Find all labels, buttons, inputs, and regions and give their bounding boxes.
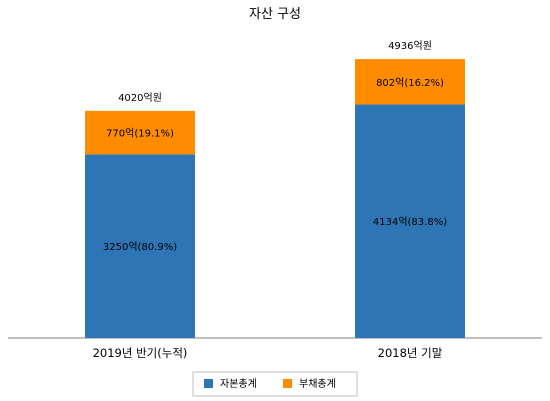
legend-label-liabilities: 부채총계 <box>299 378 336 390</box>
legend: 자본총계 부채총계 <box>192 371 358 397</box>
category-label-0: 2019년 반기(누적) <box>93 346 188 360</box>
legend-label-equity: 자본총계 <box>220 378 257 390</box>
bar-equity-1 <box>355 104 465 338</box>
bar-liabilities-0 <box>85 110 195 155</box>
bar-equity-0 <box>85 154 195 338</box>
total-label-1: 4936억원 <box>388 40 432 52</box>
legend-swatch-equity <box>204 379 213 388</box>
bar-liabilities-1 <box>355 59 465 105</box>
legend-swatch-liabilities <box>283 379 292 388</box>
bar-label-equity-0: 3250억(80.9%) <box>103 241 177 253</box>
category-label-1: 2018년 기말 <box>378 346 443 360</box>
bars-group: 3250억(80.9%) 770억(19.1%) 4020억원 2019년 반기(누적… <box>85 40 465 360</box>
legend-box <box>192 371 358 397</box>
total-label-0: 4020억원 <box>118 92 162 104</box>
bar-label-liabilities-0: 770억(19.1%) <box>106 128 174 140</box>
bar-label-equity-1: 4134억(83.8%) <box>373 216 447 228</box>
chart-title: 자산 구성 <box>249 7 301 22</box>
bar-label-liabilities-1: 802억(16.2%) <box>376 77 444 89</box>
